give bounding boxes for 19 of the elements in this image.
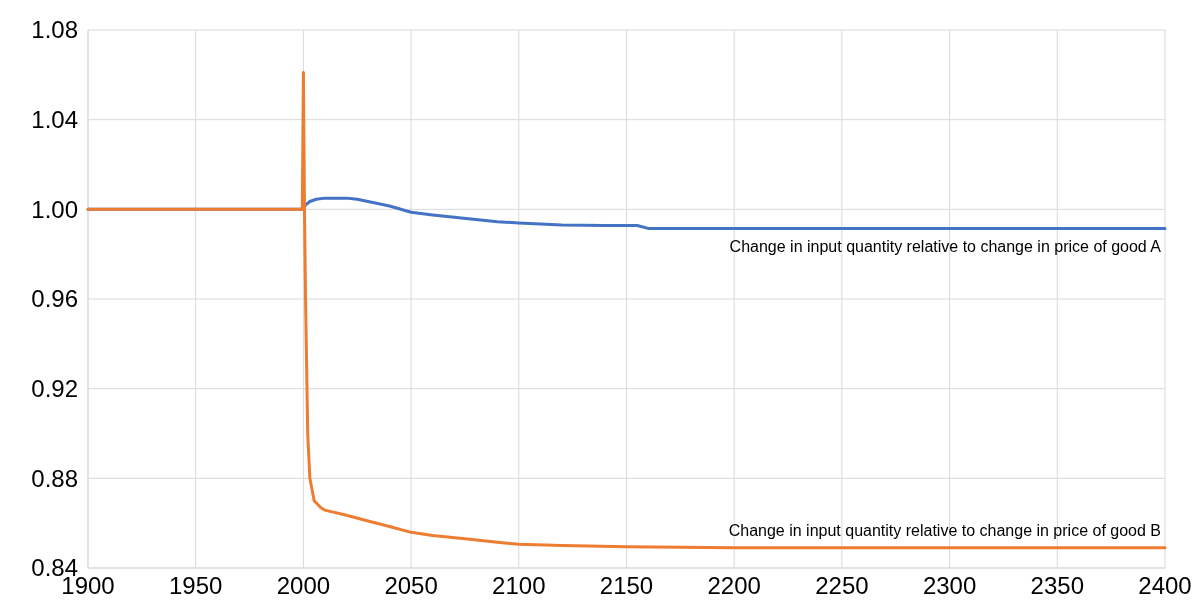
x-tick-label: 2050 [384,572,438,599]
x-tick-label: 2400 [1138,572,1192,599]
line-series [86,71,1167,550]
x-tick-label: 2300 [922,572,977,599]
x-tick-label: 2200 [707,572,761,599]
x-tick-label: 1950 [169,572,223,599]
y-tick-label: 0.92 [31,375,78,403]
y-tick-label: 1.04 [31,106,78,134]
y-tick-label: 0.96 [31,285,78,313]
x-tick-label: 2150 [599,572,654,599]
x-tick-label: 2100 [492,572,546,599]
x-tick-label: 2000 [276,572,331,599]
series-label: Change in input quantity relative to change in price of good A [729,238,1162,256]
series-label: Change in input quantity relative to change in price of good B [728,521,1161,539]
x-tick-label: 2350 [1030,572,1084,599]
x-tick-label: 2250 [815,572,869,599]
y-tick-label: 0.88 [31,464,78,492]
y-tick-label: 1.00 [31,195,78,223]
y-tick-label: 1.08 [31,16,78,44]
